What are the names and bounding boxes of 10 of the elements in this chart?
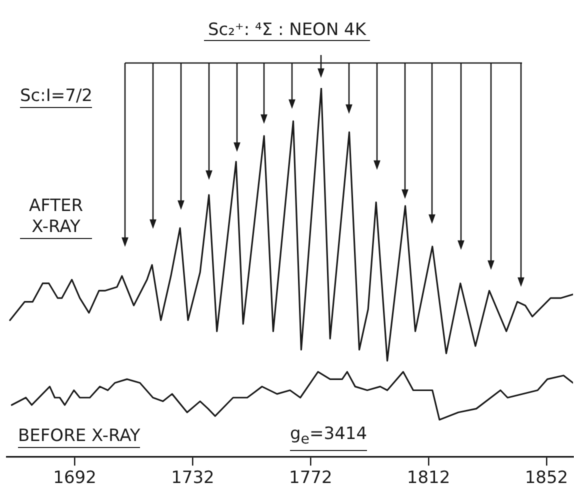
annotation: Sc:I=7/2	[20, 86, 92, 108]
x-tick-label: 1732	[171, 468, 214, 488]
annotation: g$_{e}$=3414	[290, 424, 368, 452]
x-tick-label: 1772	[289, 468, 332, 488]
x-tick-label: 1692	[53, 468, 96, 488]
text: AFTER X-RAY	[20, 196, 92, 239]
chart-title: Sc₂⁺: ⁴Σ : NEON 4K	[204, 20, 370, 41]
series-label: BEFORE X-RAY	[18, 426, 140, 448]
x-tick-label: 1812	[406, 468, 450, 488]
x-tick-label: 1852	[524, 468, 568, 488]
